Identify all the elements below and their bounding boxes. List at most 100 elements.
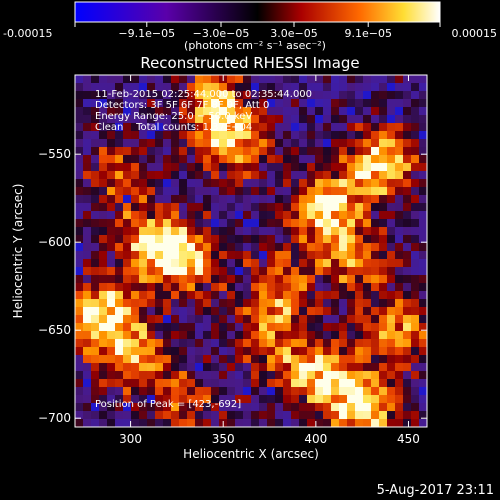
heatmap-cell xyxy=(99,307,108,316)
heatmap-cell xyxy=(203,267,212,276)
heatmap-cell xyxy=(331,155,340,164)
heatmap-cell xyxy=(315,291,324,300)
heatmap-cell xyxy=(387,83,396,92)
heatmap-cell xyxy=(123,307,132,316)
heatmap-cell xyxy=(147,171,156,180)
heatmap-cell xyxy=(387,307,396,316)
heatmap-cell xyxy=(203,187,212,196)
heatmap-cell xyxy=(275,275,284,284)
heatmap-cell xyxy=(307,243,316,252)
heatmap-cell xyxy=(267,259,276,268)
heatmap-cell xyxy=(299,131,308,140)
heatmap-cell xyxy=(139,227,148,236)
heatmap-cell xyxy=(275,179,284,188)
heatmap-cell xyxy=(411,283,420,292)
heatmap-cell xyxy=(291,267,300,276)
heatmap-cell xyxy=(395,371,404,380)
heatmap-cell xyxy=(107,75,116,84)
heatmap-cell xyxy=(115,291,124,300)
heatmap-cell xyxy=(347,251,356,260)
heatmap-cell xyxy=(99,227,108,236)
heatmap-cell xyxy=(283,219,292,228)
heatmap-cell xyxy=(275,155,284,164)
heatmap-cell xyxy=(107,371,116,380)
heatmap-cell xyxy=(163,227,172,236)
heatmap-cell xyxy=(131,299,140,308)
heatmap-cell xyxy=(299,275,308,284)
heatmap-cell xyxy=(267,163,276,172)
heatmap-cell xyxy=(419,203,427,212)
heatmap-cell xyxy=(211,403,220,412)
colorbar-unit: (photons cm⁻² s⁻¹ asec⁻²) xyxy=(184,39,326,52)
heatmap-cell xyxy=(83,267,92,276)
heatmap-cell xyxy=(411,179,420,188)
heatmap-cell xyxy=(107,83,116,92)
heatmap-cell xyxy=(195,267,204,276)
heatmap-cell xyxy=(147,419,156,427)
heatmap-cell xyxy=(259,123,268,132)
heatmap-cell xyxy=(147,315,156,324)
heatmap-cell xyxy=(171,323,180,332)
heatmap-cell xyxy=(91,235,100,244)
heatmap-cell xyxy=(99,323,108,332)
heatmap-cell xyxy=(163,395,172,404)
heatmap-cell xyxy=(179,315,188,324)
heatmap-cell xyxy=(411,347,420,356)
heatmap-cell xyxy=(299,419,308,427)
heatmap-cell xyxy=(179,179,188,188)
heatmap-cell xyxy=(99,115,108,124)
heatmap-cell xyxy=(355,339,364,348)
heatmap-cell xyxy=(187,195,196,204)
heatmap-cell xyxy=(195,155,204,164)
heatmap-cell xyxy=(227,251,236,260)
heatmap-cell xyxy=(155,171,164,180)
heatmap-cell xyxy=(163,235,172,244)
heatmap-cell xyxy=(371,155,380,164)
heatmap-cell xyxy=(363,211,372,220)
heatmap-cell xyxy=(187,243,196,252)
axis-ticks: 300 350 400 450−700−650−600−550 xyxy=(38,75,427,446)
heatmap-cell xyxy=(355,379,364,388)
heatmap-cell xyxy=(123,83,132,92)
heatmap-cell xyxy=(363,355,372,364)
heatmap-cell xyxy=(155,163,164,172)
heatmap-cell xyxy=(275,315,284,324)
heatmap-cell xyxy=(139,267,148,276)
heatmap-cell xyxy=(131,211,140,220)
heatmap-cell xyxy=(419,323,427,332)
heatmap-cell xyxy=(283,411,292,420)
heatmap-cell xyxy=(403,179,412,188)
heatmap-cell xyxy=(307,203,316,212)
heatmap-cell xyxy=(147,75,156,84)
heatmap-cell xyxy=(267,267,276,276)
heatmap-cell xyxy=(187,259,196,268)
heatmap-cell xyxy=(243,371,252,380)
heatmap-cell xyxy=(395,91,404,100)
heatmap-cell xyxy=(403,123,412,132)
heatmap-cell xyxy=(219,227,228,236)
heatmap-cell xyxy=(411,371,420,380)
heatmap-cell xyxy=(339,91,348,100)
heatmap-cell xyxy=(363,251,372,260)
heatmap-cell xyxy=(299,379,308,388)
heatmap-cell xyxy=(235,227,244,236)
heatmap-cell xyxy=(227,291,236,300)
heatmap-cell xyxy=(99,123,108,132)
heatmap-cell xyxy=(419,275,427,284)
heatmap-cell xyxy=(187,387,196,396)
heatmap-cell xyxy=(347,155,356,164)
heatmap-cell xyxy=(83,163,92,172)
heatmap-cell xyxy=(107,419,116,427)
heatmap-cell xyxy=(267,291,276,300)
heatmap-cell xyxy=(115,123,124,132)
heatmap-cell xyxy=(147,403,156,412)
heatmap-cell xyxy=(251,211,260,220)
heatmap-cell xyxy=(219,163,228,172)
heatmap-cell xyxy=(107,411,116,420)
heatmap-cell xyxy=(83,235,92,244)
heatmap-cell xyxy=(211,363,220,372)
heatmap-cell xyxy=(147,83,156,92)
heatmap-cell xyxy=(235,91,244,100)
heatmap-cell xyxy=(267,115,276,124)
heatmap-cell xyxy=(307,411,316,420)
